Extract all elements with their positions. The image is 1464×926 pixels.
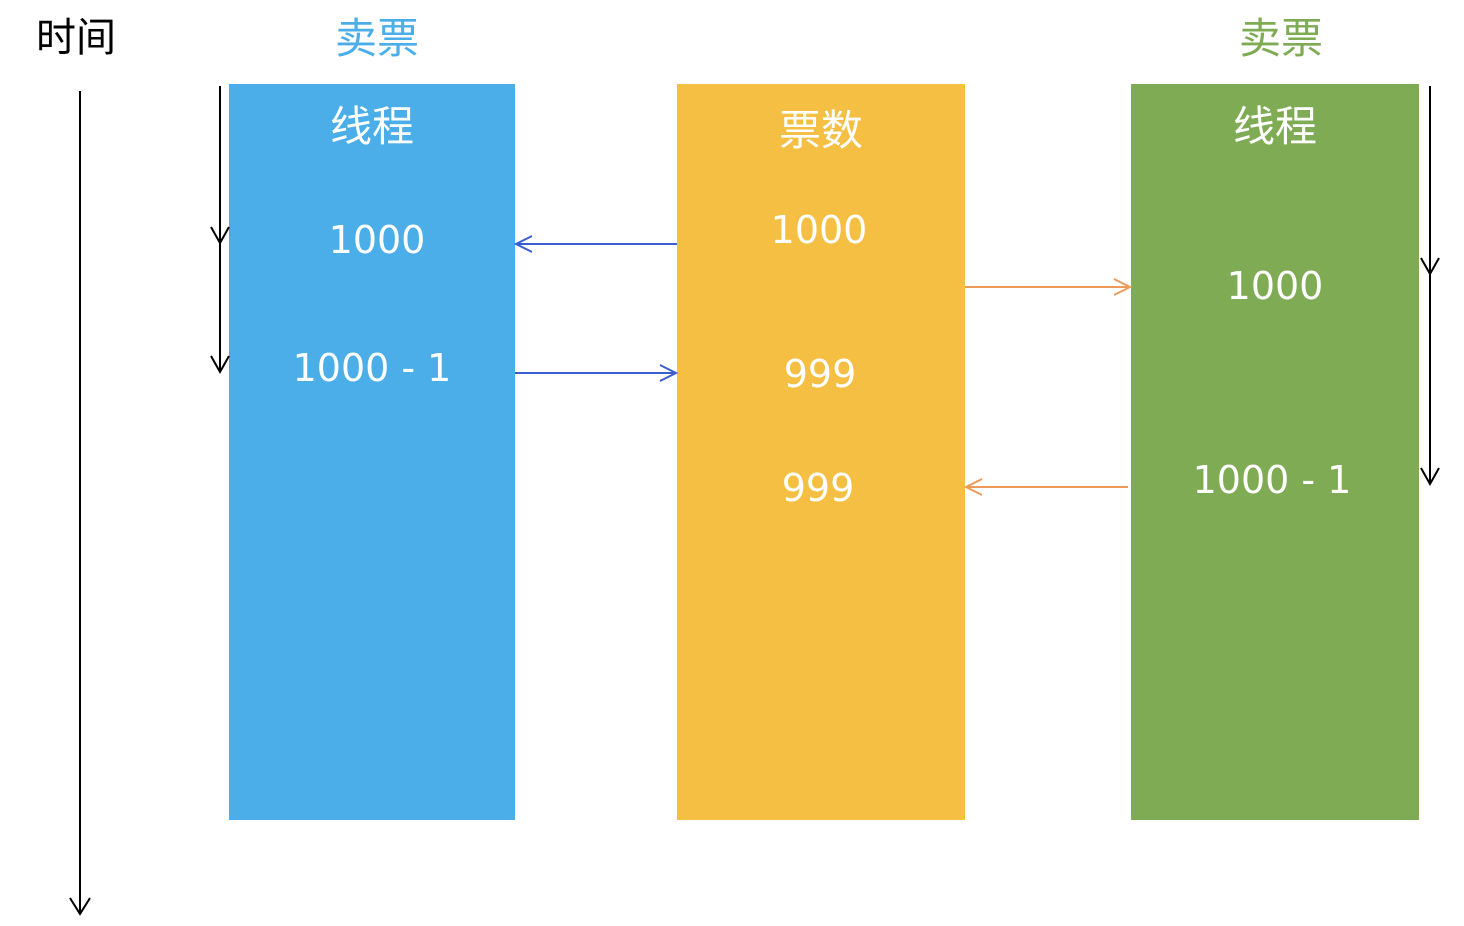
- thread-b-box: 线程 1000 1000 - 1: [1131, 84, 1419, 820]
- write-arrow-b: [963, 478, 1128, 496]
- ticket-value-after-a: 999: [783, 352, 857, 396]
- thread-a-title: 卖票: [334, 14, 419, 63]
- thread-a-box: 线程 1000 1000 - 1: [229, 84, 515, 820]
- read-arrow-a: [513, 235, 677, 253]
- ticket-value-after-b: 999: [781, 466, 855, 510]
- thread-b-box-label: 线程: [1232, 102, 1317, 151]
- thread-a-value-read: 1000: [328, 218, 426, 262]
- write-arrow-a: [515, 364, 679, 382]
- thread-a-value-decrement: 1000 - 1: [292, 346, 452, 390]
- time-axis-label: 时间: [36, 15, 116, 61]
- thread-a-timeline-arrow: [210, 86, 230, 375]
- read-arrow-b: [965, 278, 1133, 296]
- time-axis-arrow: [69, 91, 91, 916]
- thread-a-box-label: 线程: [329, 102, 414, 151]
- thread-b-title: 卖票: [1238, 14, 1323, 63]
- ticket-count-box: 票数 1000 999 999: [677, 84, 965, 820]
- thread-b-timeline-arrow: [1420, 86, 1440, 487]
- thread-b-value-read: 1000: [1226, 264, 1324, 308]
- ticket-value-initial: 1000: [770, 208, 868, 252]
- ticket-count-box-label: 票数: [778, 106, 863, 155]
- thread-b-value-decrement: 1000 - 1: [1192, 458, 1352, 502]
